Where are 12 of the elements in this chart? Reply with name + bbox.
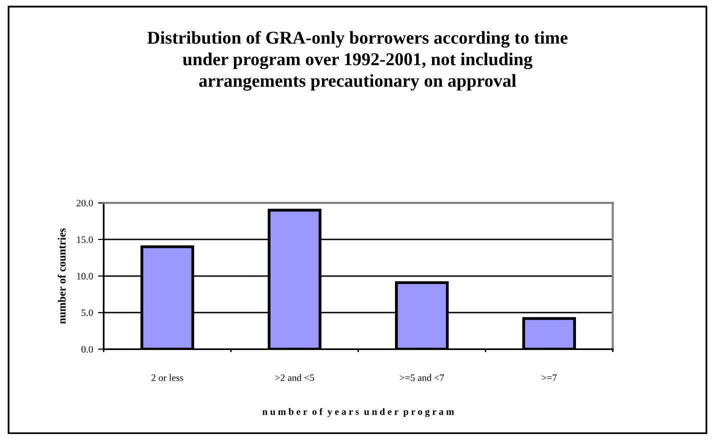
y-tick-label: 0.0 [81, 346, 93, 353]
y-tick-label: 10.0 [77, 272, 93, 280]
x-tick-label: >2 and <5 [275, 374, 314, 382]
y-tick-label: 15.0 [77, 236, 93, 243]
x-axis-title: n u m b e r o f y e a r s u n d e r p r o g r a m [262, 408, 454, 417]
x-tick-label: >=7 [542, 374, 557, 381]
x-tick-label: >=5 and <7 [400, 374, 444, 382]
y-tick-label: 5.0 [82, 310, 93, 316]
y-axis-title: number of countries [58, 228, 66, 324]
y-tick-label: 20.0 [76, 200, 93, 206]
chart-title: Distribution of GRA-only borrowers according to time under program over 1992-2001, not including arrangements precautionary on approval [147, 30, 568, 91]
x-tick-label: 2 or less [152, 374, 184, 382]
